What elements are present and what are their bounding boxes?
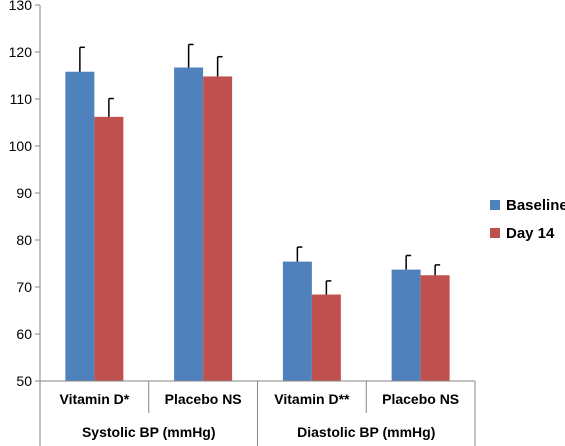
legend-label: Day 14 xyxy=(506,225,555,242)
y-tick-label: 100 xyxy=(9,138,33,154)
x-group-label: Systolic BP (mmHg) xyxy=(82,424,216,440)
x-axis-category-labels: Vitamin D* Placebo NS Vitamin D** Placebo N… xyxy=(59,391,459,440)
axes xyxy=(39,5,476,446)
bar-day-14-1 xyxy=(203,76,233,381)
x-category-label: Vitamin D* xyxy=(59,391,129,407)
y-tick-label: 130 xyxy=(9,0,33,13)
x-category-label: Placebo NS xyxy=(382,391,459,407)
bar-day-14-0 xyxy=(94,116,124,382)
y-tick-label: 80 xyxy=(16,232,32,248)
legend: Baseline Day 14 xyxy=(490,197,565,242)
legend-label: Baseline xyxy=(506,197,565,214)
bar-baseline-1 xyxy=(174,67,204,381)
bars xyxy=(65,67,450,382)
error-bars xyxy=(79,43,441,295)
x-category-label: Vitamin D** xyxy=(274,391,350,407)
y-tick-label: 70 xyxy=(16,279,32,295)
y-tick-label: 120 xyxy=(9,44,33,60)
bar-day-14-2 xyxy=(311,294,341,381)
legend-swatch xyxy=(490,228,500,238)
y-tick-label: 50 xyxy=(16,373,32,389)
bar-baseline-3 xyxy=(391,269,421,381)
legend-swatch xyxy=(490,200,500,210)
bar-baseline-0 xyxy=(65,71,95,382)
y-tick-label: 110 xyxy=(10,91,33,107)
y-axis-ticks: 50 60 70 80 90 100 110 120 130 xyxy=(9,0,40,389)
bar-baseline-2 xyxy=(282,261,312,381)
y-tick-label: 60 xyxy=(16,326,32,342)
x-category-label: Placebo NS xyxy=(165,391,242,407)
y-tick-label: 90 xyxy=(16,185,32,201)
x-group-label: Diastolic BP (mmHg) xyxy=(297,424,435,440)
bar-day-14-3 xyxy=(420,275,450,381)
